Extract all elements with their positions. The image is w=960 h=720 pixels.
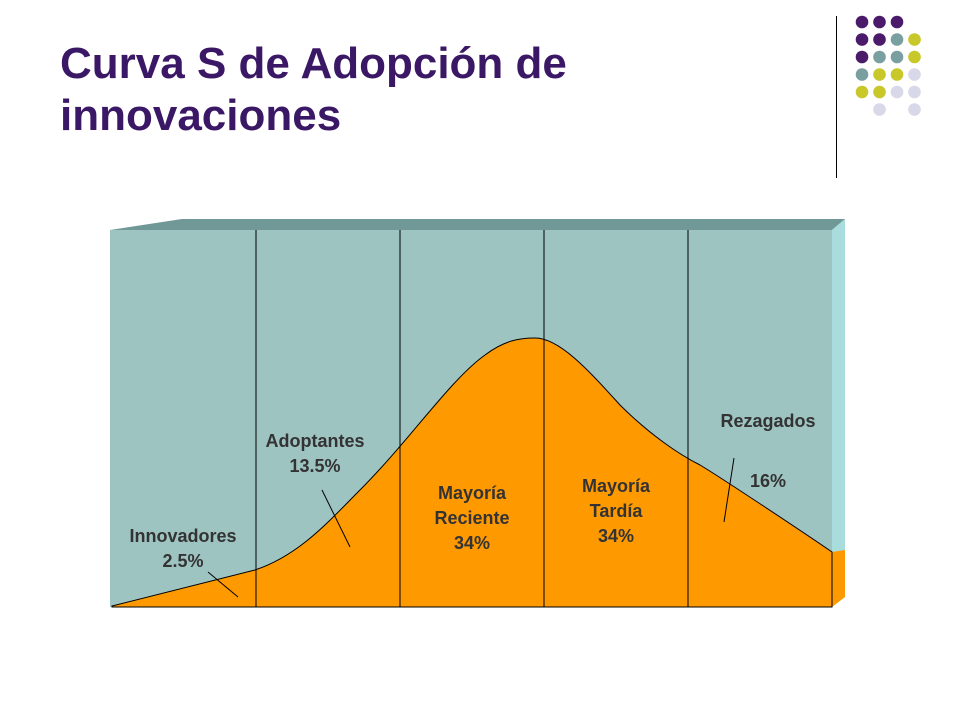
title-line-1: Curva S de Adopción de: [60, 39, 567, 88]
decorative-dot: [855, 68, 869, 81]
decorative-dot: [873, 50, 886, 64]
label-mayoria-tardia: Mayoría Tardía 34%: [544, 474, 688, 549]
decorative-dot: [890, 33, 904, 46]
decorative-dot: [890, 50, 904, 64]
decorative-dot: [855, 50, 869, 64]
decorative-dot: [908, 68, 921, 81]
decorative-dot: [855, 85, 869, 99]
slide-title: Curva S de Adopción de innovaciones: [60, 38, 760, 142]
mayoria-tardia-line-1: Mayoría: [581, 476, 651, 496]
decorative-dot: [855, 15, 869, 29]
mayoria-tardia-line-2: Tardía: [589, 501, 643, 521]
decorative-dot: [908, 50, 921, 64]
panel-top-face: [110, 219, 845, 230]
pointer-rezagados: [723, 457, 735, 523]
innovadores-name: Innovadores: [129, 526, 237, 546]
decorative-dot: [873, 68, 886, 81]
decorative-dot: [873, 15, 886, 29]
decorative-dot: [890, 68, 904, 81]
decorative-dot: [873, 33, 886, 46]
adoptantes-name: Adoptantes: [265, 431, 365, 451]
label-adoptantes: Adoptantes 13.5%: [240, 429, 390, 479]
innovadores-percent: 2.5%: [162, 551, 204, 571]
panel-side-face: [832, 219, 845, 607]
curve-fill-side: [832, 550, 845, 607]
decorative-dot: [890, 15, 904, 29]
decorative-dot-grid: [855, 15, 921, 116]
decorative-dot: [890, 85, 904, 99]
mayoria-reciente-percent: 34%: [453, 533, 491, 553]
rezagados-name: Rezagados: [720, 411, 816, 431]
rezagados-percent: 16%: [749, 471, 787, 491]
label-mayoria-reciente: Mayoría Reciente 34%: [400, 481, 544, 556]
header-divider: [836, 16, 837, 178]
pointer-innovadores: [207, 571, 239, 598]
mayoria-reciente-line-2: Reciente: [434, 508, 510, 528]
decorative-dot: [908, 85, 921, 99]
adoption-bell-curve: [111, 337, 833, 608]
decorative-dot: [855, 33, 869, 46]
decorative-dot: [908, 103, 921, 116]
decorative-dot: [908, 33, 921, 46]
mayoria-reciente-line-1: Mayoría: [437, 483, 507, 503]
decorative-dot: [873, 103, 886, 116]
label-rezagados-value: 16%: [728, 469, 808, 494]
title-line-2: innovaciones: [60, 91, 342, 140]
mayoria-tardia-percent: 34%: [597, 526, 635, 546]
label-rezagados-name: Rezagados: [688, 409, 848, 434]
pointer-adoptantes: [321, 489, 351, 548]
decorative-dot: [873, 85, 886, 99]
adoptantes-percent: 13.5%: [289, 456, 341, 476]
label-innovadores: Innovadores 2.5%: [110, 524, 256, 574]
